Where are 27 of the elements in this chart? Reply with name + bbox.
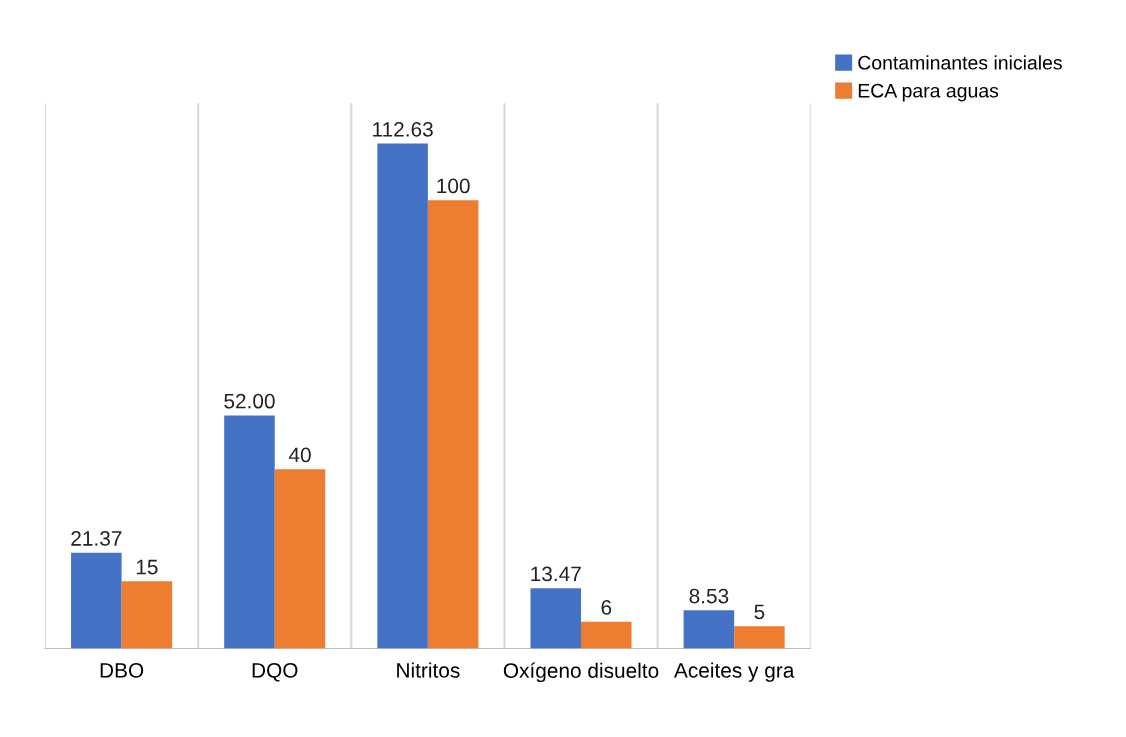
data-label: 15 [136,559,158,575]
bar [377,143,428,649]
bar [734,626,785,649]
data-label: 100 [437,178,470,194]
data-label: 13.47 [531,566,581,582]
data-label: 40 [288,447,311,463]
data-label: 8.53 [689,588,729,604]
legend-label: ECA para aguas [858,83,999,102]
x-tick-label: Nitritos [397,662,460,678]
bar [274,469,326,649]
bar [71,552,122,649]
bar [683,610,735,649]
x-tick-label: Oxígeno disuelto [503,662,659,683]
x-tick-label: Aceites y gra [673,662,795,682]
x-tick-label: DBO [100,663,144,678]
bar [530,588,582,649]
data-label: 6 [601,600,612,615]
bar [224,415,275,649]
data-label: 21.37 [71,531,122,546]
x-tick-label: DQO [252,663,298,682]
bar [427,200,479,649]
data-label: 5 [754,604,765,620]
bar [121,581,173,649]
legend-label: Contaminantes iniciales [858,55,1062,70]
data-label: 112.63 [373,121,433,137]
data-label: 52.00 [224,393,275,409]
bar [581,621,632,649]
